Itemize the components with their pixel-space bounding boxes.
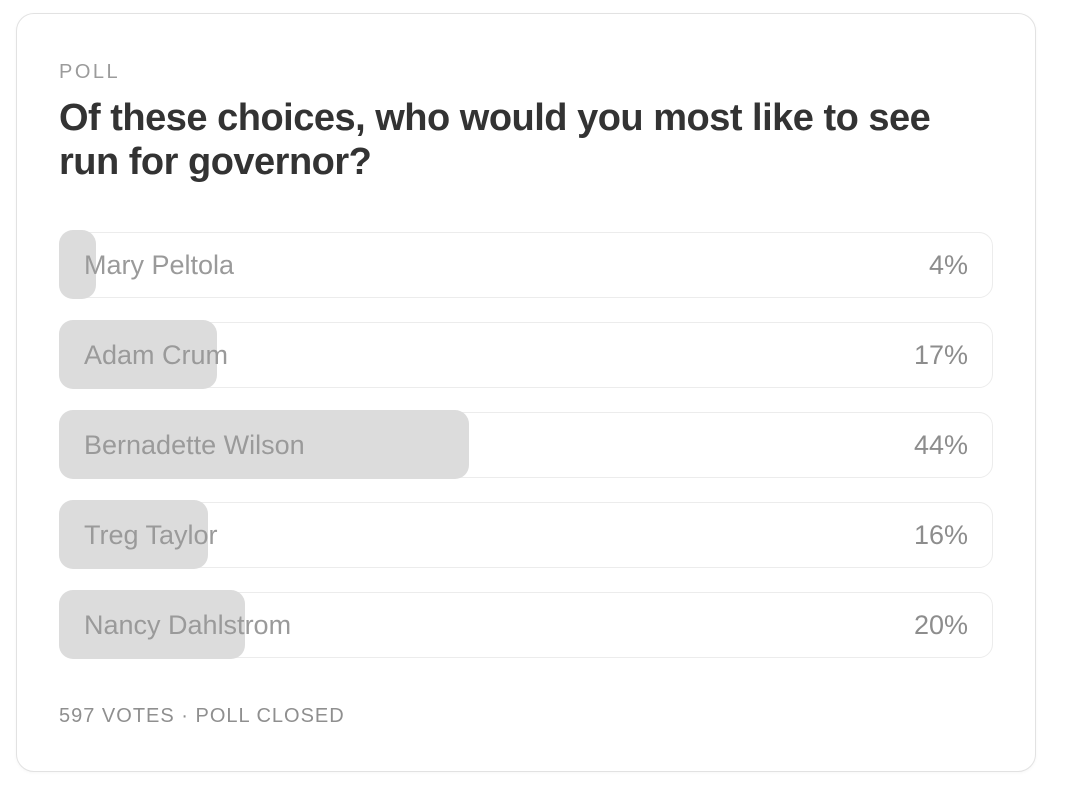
option-label: Nancy Dahlstrom	[84, 609, 292, 640]
option-label: Treg Taylor	[84, 519, 218, 550]
poll-question-line-1: Of these choices, who would you most lik…	[59, 97, 931, 139]
poll-card: POLL Of these choices, who would you mos…	[16, 13, 1036, 772]
poll-question-title: Of these choices, who would you most lik…	[59, 96, 993, 184]
option-percent: 17%	[913, 339, 968, 370]
poll-kicker: POLL	[59, 61, 121, 83]
option-label: Adam Crum	[84, 339, 229, 370]
poll-results-list: Mary Peltola 4% Adam Crum 17% Bernadette…	[59, 230, 993, 659]
option-percent: 4%	[928, 249, 968, 280]
option-percent: 16%	[913, 519, 968, 550]
poll-footer-status: 597 VOTES · POLL CLOSED	[59, 705, 345, 727]
poll-question-line-2: run for governor?	[59, 141, 372, 183]
result-bar	[59, 230, 97, 299]
poll-option-adam-crum: Adam Crum 17%	[59, 320, 993, 389]
poll-option-mary-peltola: Mary Peltola 4%	[59, 230, 993, 299]
option-label: Mary Peltola	[84, 249, 235, 280]
poll-option-bernadette-wilson: Bernadette Wilson 44%	[59, 410, 993, 479]
option-percent: 20%	[913, 609, 968, 640]
result-bar	[59, 590, 246, 659]
result-bar	[59, 500, 209, 569]
poll-option-treg-taylor: Treg Taylor 16%	[59, 500, 993, 569]
poll-option-nancy-dahlstrom: Nancy Dahlstrom 20%	[59, 590, 993, 659]
option-label: Bernadette Wilson	[84, 429, 305, 460]
result-bar	[59, 320, 218, 389]
option-percent: 44%	[913, 429, 968, 460]
result-bar	[59, 410, 470, 479]
